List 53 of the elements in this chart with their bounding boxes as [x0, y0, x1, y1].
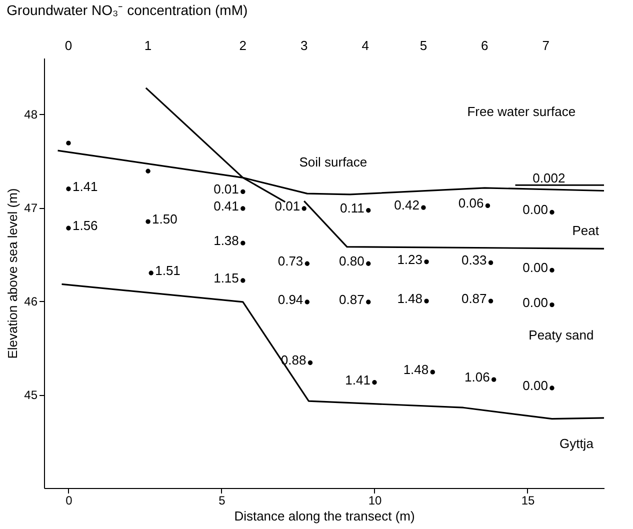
annotation: Peaty sand	[528, 328, 594, 343]
annotation: 0.00	[522, 260, 548, 276]
annotation: 1.48	[403, 362, 429, 378]
y-axis-title: Elevation above sea level (m)	[5, 188, 20, 359]
annotation: 0.002	[532, 170, 566, 186]
annotation: 1.15	[214, 270, 239, 286]
x-axis-title: Distance along the transect (m)	[234, 508, 415, 524]
annotation: Gyttja	[559, 436, 594, 452]
annotation: Peat	[572, 222, 600, 238]
annotation: Soil surface	[299, 154, 368, 170]
annotation: 1.51	[155, 263, 180, 278]
annotation: 0.00	[522, 294, 548, 310]
annotation: 1.48	[397, 291, 423, 306]
annotation: 0.94	[278, 292, 304, 307]
annotation: 1.23	[397, 252, 423, 267]
text: 6	[481, 38, 488, 53]
y-tick-label: 45	[24, 388, 38, 402]
x-tick-label: 5	[218, 494, 226, 508]
annotation: 0.80	[339, 254, 364, 269]
annotation: 0.33	[461, 252, 487, 268]
annotation: 1.56	[72, 218, 98, 234]
annotation: 0.06	[458, 196, 484, 211]
annotation: 0.41	[214, 198, 239, 214]
x-tick-label: 0	[66, 494, 73, 508]
y-tick-label: 48	[24, 108, 38, 122]
chart-title: Groundwater NO₃⁻ concentration (mM)	[6, 2, 248, 18]
annotation: 0.11	[340, 200, 364, 216]
annotation: 1.50	[152, 212, 178, 227]
annotation: 0.88	[280, 352, 306, 368]
y-tick-label: 47	[24, 201, 38, 216]
x-tick-label: 10	[368, 494, 382, 508]
text: 0	[64, 38, 72, 53]
annotation: 0.01	[274, 198, 300, 214]
annotation: 0.87	[339, 292, 364, 307]
annotation: 0.73	[278, 254, 304, 269]
text: 4	[362, 38, 369, 53]
text: 3	[300, 38, 308, 53]
text: 7	[542, 38, 550, 53]
annotation: 0.42	[394, 198, 420, 213]
annotation: 0.87	[461, 291, 487, 306]
annotation: 1.41	[345, 372, 370, 388]
annotation: 1.41	[72, 178, 98, 194]
text: 2	[239, 38, 247, 53]
y-tick-label: 46	[24, 294, 38, 309]
annotation: 0.00	[522, 202, 548, 218]
annotation: 1.38	[214, 233, 239, 248]
text: 5	[420, 38, 428, 53]
annotation: 0.01	[214, 182, 239, 197]
annotation: 1.06	[464, 370, 490, 385]
x-tick-label: 15	[521, 494, 535, 508]
text: 1	[144, 38, 152, 53]
annotation: Free water surface	[467, 104, 576, 120]
annotation: 0.00	[522, 378, 548, 393]
